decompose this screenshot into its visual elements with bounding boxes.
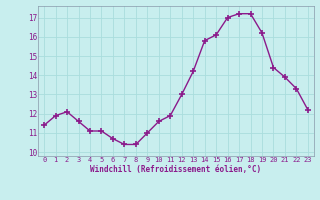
X-axis label: Windchill (Refroidissement éolien,°C): Windchill (Refroidissement éolien,°C) bbox=[91, 165, 261, 174]
